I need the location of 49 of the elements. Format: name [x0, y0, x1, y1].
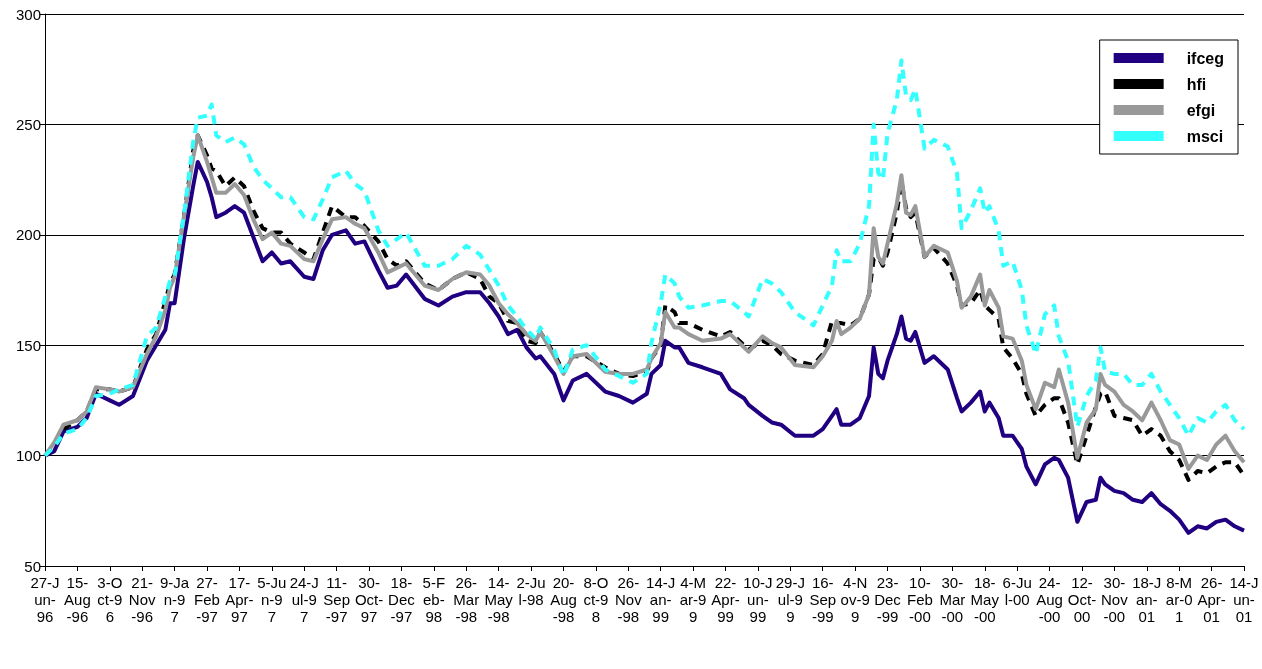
y-tick-label: 300	[15, 5, 41, 23]
x-tick-label: 10-Jun-99	[743, 574, 773, 625]
x-tick-label: 30-Nov-00	[1101, 574, 1129, 625]
x-tick-label: 5-Feb-98	[422, 574, 446, 625]
x-tick-label: 30-Mar-00	[939, 574, 966, 625]
x-tick-label: 14-May-98	[484, 574, 514, 625]
legend-label: msci	[1186, 127, 1224, 145]
x-tick-label: 30-Oct-97	[354, 574, 384, 625]
x-tick-label: 24-Jul-97	[289, 574, 319, 625]
x-tick-label: 27-Jun-96	[30, 574, 60, 625]
x-tick-label: 8-Oct-98	[583, 574, 609, 625]
x-tick-label: 26-Nov-98	[614, 574, 643, 625]
x-tick-label: 10-Feb-00	[907, 574, 933, 625]
x-tick-label: 12-Oct-00	[1067, 574, 1097, 625]
x-tick-label: 11-Sep-97	[323, 574, 350, 625]
x-tick-label: 27-Feb-97	[194, 574, 220, 625]
x-tick-label: 14-Jan-99	[646, 574, 676, 625]
x-tick-label: 5-Jun-97	[257, 574, 287, 625]
y-tick-label: 250	[15, 115, 41, 133]
x-tick-label: 23-Dec-99	[874, 574, 902, 625]
y-tick-label: 100	[15, 447, 41, 465]
x-tick-label: 9-Jan-97	[160, 574, 190, 625]
x-tick-label: 4-Mar-99	[679, 574, 707, 625]
x-tick-label: 18-Dec-97	[388, 574, 416, 625]
x-tick-label: 14-Jun-01	[1229, 574, 1259, 625]
x-tick-label: 17-Apr-97	[225, 574, 254, 625]
y-tick-label: 200	[15, 226, 41, 244]
x-tick-label: 20-Aug-98	[550, 574, 577, 625]
x-tick-label: 24-Aug-00	[1036, 574, 1063, 625]
x-tick-label: 8-Mar-01	[1165, 574, 1193, 625]
x-tick-label: 18-Jan-01	[1132, 574, 1162, 625]
x-tick-label: 4-Nov-99	[840, 574, 870, 625]
x-tick-label: 21-Nov-96	[128, 574, 157, 625]
y-tick-label: 50	[24, 557, 41, 575]
legend-label: efgi	[1186, 101, 1216, 119]
x-tick-label: 18-May-00	[970, 574, 1000, 625]
x-tick-label: 26-Apr-01	[1197, 574, 1226, 625]
x-tick-label: 15-Aug-96	[64, 574, 91, 625]
y-tick-label: 150	[15, 336, 41, 354]
x-tick-label: 2-Jul-98	[516, 574, 546, 608]
x-tick-label: 22-Apr-99	[711, 574, 740, 625]
x-tick-label: 26-Mar-98	[453, 574, 480, 625]
legend-label: ifceg	[1186, 49, 1224, 67]
x-tick-label: 29-Jul-99	[775, 574, 805, 625]
x-tick-label: 16-Sep-99	[809, 574, 837, 625]
legend-label: hfi	[1186, 75, 1207, 93]
x-tick-label: 3-Oct-96	[97, 574, 123, 625]
x-tick-label: 6-Jul-00	[1002, 574, 1032, 608]
line-series	[43, 159, 1246, 535]
